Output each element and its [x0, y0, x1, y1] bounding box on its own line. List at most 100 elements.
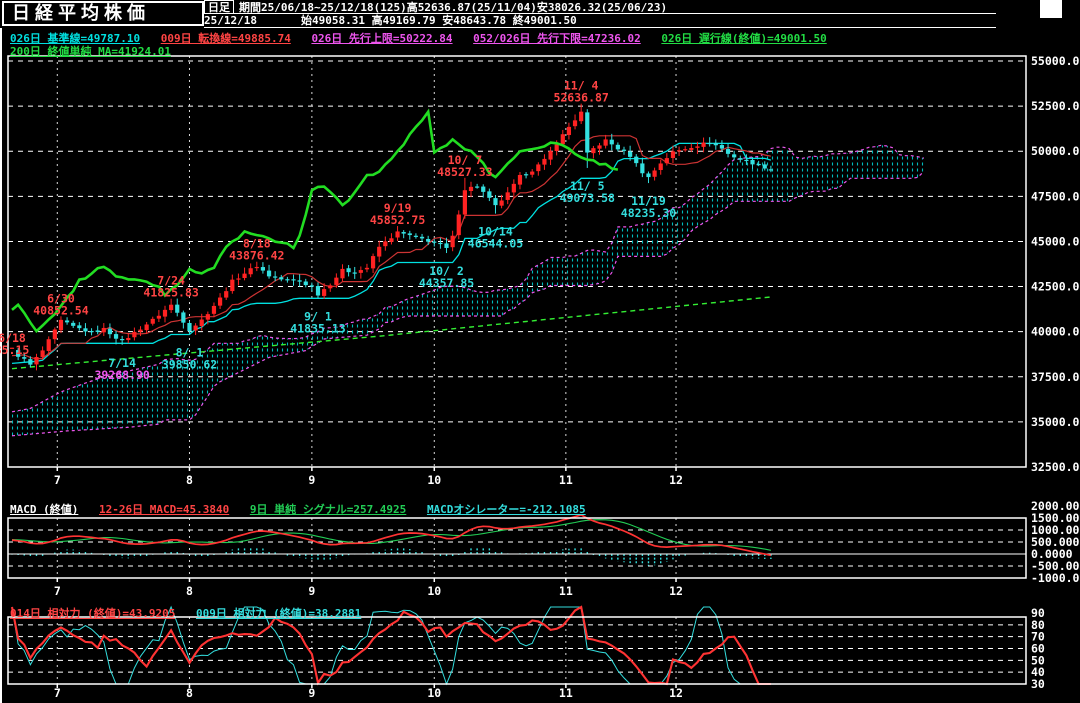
- x-axis-label: 10: [427, 584, 441, 598]
- candle-body: [603, 139, 608, 146]
- annotation-value: 43876.42: [229, 249, 284, 263]
- timeframe-badge[interactable]: 日足: [204, 0, 234, 13]
- rsi14-legend: 014日 相対力 (終値)=43.9205: [10, 607, 176, 620]
- candle-body: [615, 144, 620, 150]
- candle-body: [560, 134, 565, 145]
- annotation-date: 11/ 5: [570, 179, 605, 193]
- candle-body: [16, 350, 21, 357]
- annotation-value: 52636.87: [553, 91, 608, 105]
- candle-body: [542, 158, 547, 165]
- candle-body: [432, 241, 437, 243]
- macd-oscillator-legend: MACDオシレーター=-212.1085: [426, 503, 586, 516]
- price-axis-label: 35000.00: [1031, 415, 1080, 429]
- price-axis-label: 45000.00: [1031, 234, 1080, 248]
- candle-body: [750, 159, 755, 165]
- macd-value-legend: 12-26日 MACD=45.3840: [98, 503, 230, 516]
- candle-body: [95, 330, 100, 332]
- candle-body: [40, 350, 45, 358]
- annotation-value: 49073.58: [560, 191, 615, 205]
- header-info: 日足 期間25/06/18~25/12/18(125)高52636.87(25/1…: [204, 0, 996, 28]
- price-axis-label: 52500.00: [1031, 99, 1080, 113]
- candle-body: [34, 356, 39, 365]
- annotation-date: 11/19: [631, 194, 666, 208]
- price-axis-label: 32500.00: [1031, 460, 1080, 474]
- candle-body: [181, 312, 186, 323]
- macd-axis-label: -500.000: [1031, 559, 1080, 573]
- annotation-value: 48527.33: [437, 165, 492, 179]
- candle-body: [646, 173, 651, 178]
- candle-body: [419, 236, 425, 239]
- candle-body: [199, 319, 204, 327]
- candle-body: [162, 309, 168, 317]
- rsi-axis-label: 90: [1031, 606, 1045, 620]
- price-axis-label: 50000.00: [1031, 144, 1080, 158]
- x-axis-label: 8: [186, 686, 193, 700]
- annotation-date: 9/ 1: [304, 310, 332, 324]
- candle-body: [475, 186, 480, 188]
- annotation-value: 85.15: [0, 343, 29, 357]
- ichimoku-legend-row: 026日 基準線=49787.10 009日 転換線=49885.74 026日…: [10, 30, 841, 46]
- candle-body: [701, 142, 706, 147]
- candle-body: [52, 329, 57, 340]
- x-axis-label: 7: [54, 686, 61, 700]
- x-axis-label: 9: [308, 473, 315, 487]
- candle-body: [144, 324, 149, 331]
- candle-body: [444, 243, 449, 248]
- candle-body: [566, 126, 572, 136]
- candle-body: [597, 145, 602, 149]
- candle-body: [126, 338, 131, 341]
- candle-body: [707, 142, 712, 145]
- period-info: 期間25/06/18~25/12/18(125)高52636.87(25/11/…: [239, 1, 668, 14]
- candle-body: [28, 359, 33, 365]
- candle-body: [205, 314, 210, 320]
- candle-body: [548, 151, 553, 160]
- candle-body: [499, 200, 504, 206]
- x-axis-label: 7: [54, 473, 61, 487]
- annotation-value: 41835.13: [290, 322, 345, 336]
- macd-signal-legend: 9日 単純 シグナル=257.4925: [249, 503, 407, 516]
- candle-body: [358, 270, 363, 273]
- x-axis-label: 11: [559, 686, 573, 700]
- x-axis-label: 12: [669, 584, 683, 598]
- candle-body: [609, 139, 614, 145]
- candle-body: [132, 331, 137, 338]
- candle-body: [89, 330, 94, 333]
- candle-body: [768, 169, 773, 171]
- candle-body: [352, 272, 357, 274]
- candle-body: [217, 297, 223, 306]
- rsi9-legend: 009日 相対力 (終値)=38.2881: [195, 607, 362, 620]
- quote-ohlc: 始49058.31 高49169.79 安48643.78 終49001.50: [300, 14, 577, 27]
- candle-body: [138, 329, 143, 332]
- candle-body: [309, 285, 314, 287]
- ma200-legend: 200日 終値単純 MA=41924.01: [10, 45, 171, 58]
- macd-frame: [7, 517, 1027, 579]
- annotation-date: 7/24: [157, 274, 185, 288]
- candle-body: [670, 151, 676, 159]
- candle-body: [58, 319, 64, 331]
- lagging-span-line: [11, 108, 619, 334]
- senkou-b-line: [11, 170, 925, 437]
- candle-body: [664, 158, 669, 164]
- candle-body: [107, 328, 113, 335]
- annotation-value: 40852.54: [33, 303, 88, 317]
- corner-widget[interactable]: [1040, 0, 1062, 18]
- candle-body: [744, 159, 749, 162]
- rsi-axis-label: 30: [1031, 677, 1045, 691]
- candle-body: [9, 347, 15, 349]
- annotation-date: 11/ 4: [564, 79, 599, 93]
- x-axis-label: 8: [186, 473, 193, 487]
- macd-axis-label: -1000.00: [1031, 571, 1080, 585]
- rsi-legend-row: 014日 相対力 (終値)=43.9205 009日 相対力 (終値)=38.2…: [10, 605, 375, 621]
- rsi-frame: [7, 616, 1027, 685]
- candle-body: [640, 163, 645, 174]
- x-axis-label: 8: [186, 584, 193, 598]
- senkou-lower-legend: 052/026日 先行下限=47236.02: [473, 32, 641, 45]
- candle-body: [346, 268, 351, 273]
- macd-signal-line: [11, 519, 772, 551]
- candle-body: [71, 322, 76, 326]
- candle-body: [377, 246, 382, 257]
- candle-body: [64, 320, 70, 323]
- annotation-date: 7/14: [108, 356, 136, 370]
- annotation-value: 44357.85: [419, 276, 474, 290]
